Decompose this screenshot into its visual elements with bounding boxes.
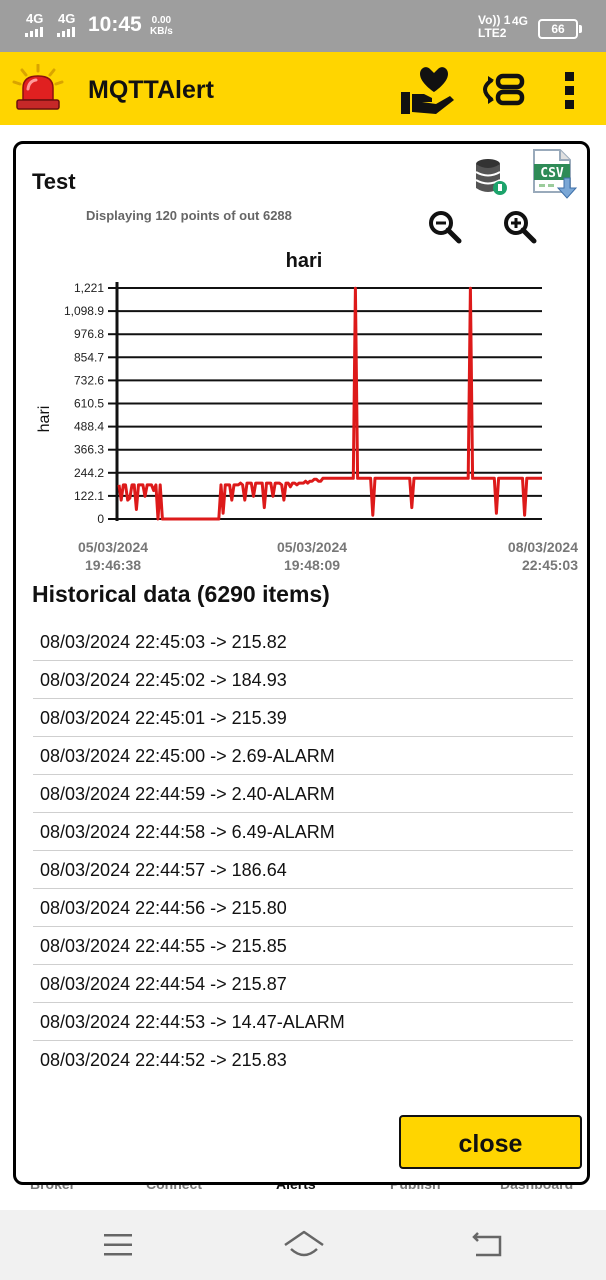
history-row: 08/03/2024 22:44:55 -> 215.85 (33, 927, 573, 965)
tab-dashboard[interactable]: Dashboard (500, 1184, 574, 1192)
history-row: 08/03/2024 22:44:52 -> 215.83 (40, 1050, 287, 1070)
history-title: Historical data (6290 items) (32, 581, 330, 607)
chart-y-tick-label: 1,221 (74, 281, 104, 295)
sync-connect-icon[interactable] (474, 62, 528, 118)
chart-y-tick-label: 610.5 (74, 397, 104, 411)
dialog-title: Test (32, 169, 76, 194)
battery-icon: 66 (538, 19, 582, 39)
chart-x-tick-time: 19:48:09 (284, 557, 340, 573)
more-vert-icon[interactable] (560, 62, 580, 118)
signal-icon (25, 27, 43, 37)
network-speed: 0.00 KB/s (150, 15, 173, 37)
zoom-in-icon[interactable] (503, 210, 537, 244)
history-row: 08/03/2024 22:44:57 -> 186.64 (33, 851, 573, 889)
signal-icon (57, 27, 75, 37)
history-row: 08/03/2024 22:44:56 -> 215.80 (33, 889, 573, 927)
history-dialog: Test CSV Displaying 120 points of out 62… (13, 141, 590, 1185)
points-info: Displaying 120 points of out 6288 (86, 208, 292, 223)
chart-gridlines (115, 282, 542, 521)
history-row: 08/03/2024 22:45:03 -> 215.82 (33, 623, 573, 661)
database-icon[interactable] (472, 156, 512, 200)
chart-y-ticks: 1,221 1,098.9 976.8 854.7 732.6 610.5 488.4 366… (64, 281, 119, 526)
app-title: MQTTAlert (88, 76, 214, 104)
history-row: 08/03/2024 22:44:58 -> 6.49-ALARM (33, 813, 573, 851)
siren-icon (12, 64, 64, 110)
history-row: 08/03/2024 22:45:00 -> 2.69-ALARM (33, 737, 573, 775)
donate-heart-icon[interactable] (398, 62, 456, 118)
background-tab-bar: Broker Connect Alerts Publish Dashboard (0, 1184, 606, 1198)
back-icon[interactable] (472, 1231, 504, 1259)
sim-label: 1 (503, 13, 511, 27)
network-type-1: 4G (26, 11, 44, 26)
zoom-out-icon[interactable] (428, 210, 462, 244)
volte-indicator: Vo)) 1 LTE2 (478, 14, 510, 40)
tab-publish[interactable]: Publish (390, 1184, 441, 1192)
chart-y-axis-label: hari (36, 406, 53, 433)
chart-y-tick-label: 244.2 (74, 466, 104, 480)
csv-export-icon[interactable]: CSV (530, 148, 578, 202)
system-nav-bar (0, 1210, 606, 1280)
chart-x-ticks: 05/03/2024 19:46:38 05/03/2024 19:48:09 08/0… (78, 539, 578, 573)
tab-broker[interactable]: Broker (30, 1184, 76, 1192)
chart-y-tick-label: 122.1 (74, 489, 104, 503)
chart-x-tick-time: 19:46:38 (85, 557, 141, 573)
speed-value: 0.00 (151, 15, 172, 26)
history-row: 08/03/2024 22:45:02 -> 184.93 (33, 661, 573, 699)
tab-connect[interactable]: Connect (146, 1184, 202, 1192)
chart-x-tick-date: 05/03/2024 (78, 539, 148, 555)
chart-y-tick-label: 976.8 (74, 327, 104, 341)
chart-y-tick-label: 732.6 (74, 373, 104, 387)
recent-apps-icon[interactable] (103, 1233, 133, 1257)
app-bar: MQTTAlert (0, 52, 606, 125)
svg-text:CSV: CSV (540, 166, 564, 181)
chart-y-tick-label: 488.4 (74, 420, 104, 434)
chart-y-tick-label: 0 (97, 512, 104, 526)
chart-y-tick-label: 366.3 (74, 443, 104, 457)
network-type-2: 4G (58, 11, 76, 26)
chart-y-tick-label: 854.7 (74, 350, 104, 364)
line-chart: hari hari 1,221 1,098.9 976.8 854.7 732.6 610… (36, 250, 578, 573)
history-row: 08/03/2024 22:45:01 -> 215.39 (33, 699, 573, 737)
history-row: 08/03/2024 22:44:54 -> 215.87 (33, 965, 573, 1003)
home-icon[interactable] (283, 1229, 325, 1261)
history-row: 08/03/2024 22:44:59 -> 2.40-ALARM (33, 775, 573, 813)
chart-x-tick-time: 22:45:03 (522, 557, 578, 573)
history-row: 08/03/2024 22:44:53 -> 14.47-ALARM (33, 1003, 573, 1041)
lte-label: LTE2 (478, 26, 507, 40)
network-type-3: 4G (512, 14, 529, 28)
clock: 10:45 (88, 13, 142, 36)
close-button[interactable]: close (399, 1115, 582, 1169)
chart-x-tick-date: 08/03/2024 (508, 539, 578, 555)
status-bar: 4G 4G 10:45 0.00 KB/s Vo)) 1 LTE2 4G 66 (0, 0, 606, 52)
tab-alerts[interactable]: Alerts (276, 1184, 316, 1192)
chart-x-tick-date: 05/03/2024 (277, 539, 347, 555)
chart-title: hari (286, 250, 323, 272)
volte-label: Vo)) (478, 13, 501, 27)
chart-series-line (117, 286, 542, 521)
speed-unit: KB/s (150, 26, 173, 37)
history-list[interactable]: 08/03/2024 22:45:03 -> 215.82 08/03/2024 … (33, 623, 573, 1071)
chart-y-tick-label: 1,098.9 (64, 304, 104, 318)
